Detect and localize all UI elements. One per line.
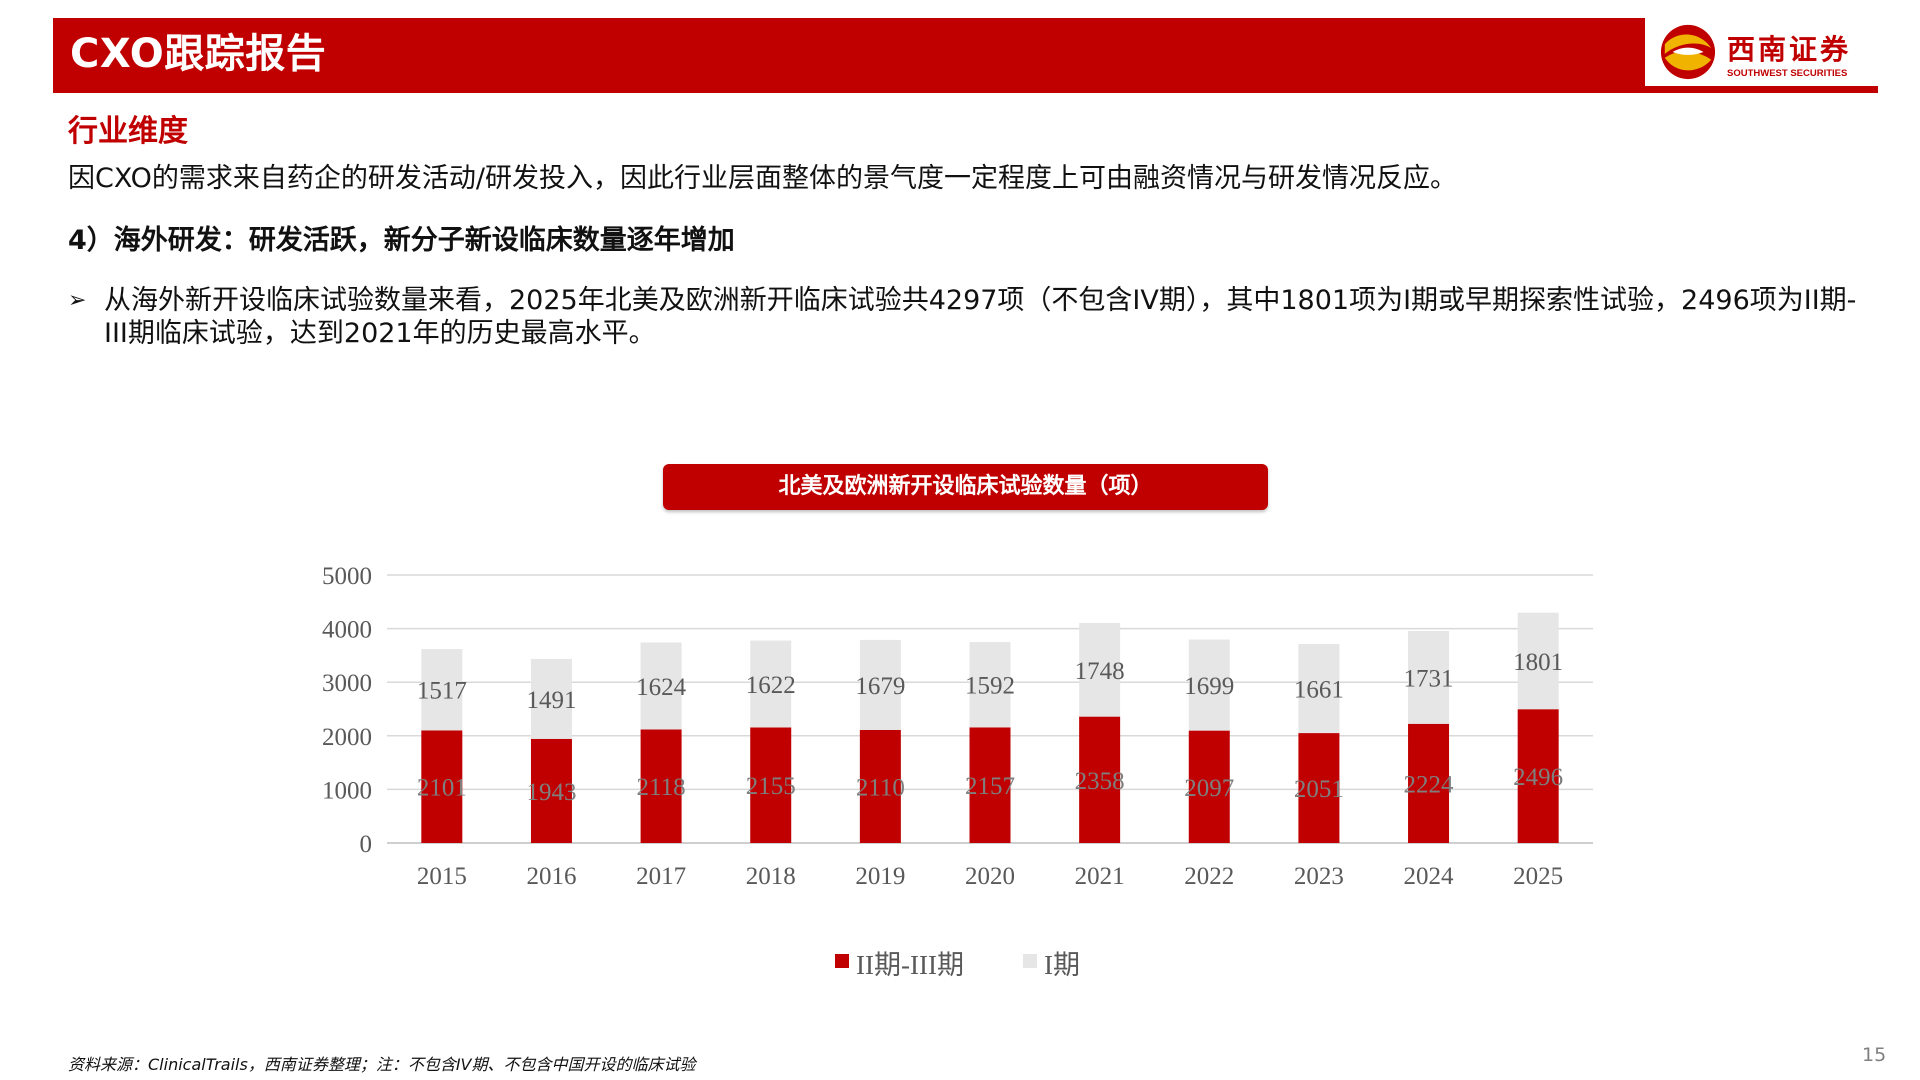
- bar-phase1: [859, 639, 901, 730]
- x-tick-label: 2018: [746, 863, 796, 890]
- logo-chinese-text: 西南证券: [1727, 33, 1852, 66]
- data-label-phase1: 1517: [417, 678, 467, 705]
- y-tick-label: 0: [360, 831, 373, 858]
- bar-phase1: [750, 640, 792, 728]
- data-label-phase2-3: 2496: [1513, 764, 1563, 791]
- bar-phase1: [640, 642, 682, 730]
- subheading: 4）海外研发：研发活跃，新分子新设临床数量逐年增加: [68, 225, 735, 256]
- bar-phase1: [1408, 631, 1450, 724]
- data-label-phase2-3: 2110: [856, 774, 905, 801]
- x-tick-label: 2021: [1075, 863, 1125, 890]
- bar-phase1: [969, 642, 1011, 728]
- bar-phase2-3: [530, 738, 572, 843]
- bar-phase2-3: [969, 727, 1011, 843]
- data-label-phase2-3: 2097: [1184, 775, 1234, 802]
- bar-phase1: [1188, 639, 1230, 731]
- chart-title: 北美及欧洲新开设临床试验数量（项）: [663, 464, 1268, 510]
- logo-emblem-icon: [1660, 24, 1716, 80]
- data-label-phase1: 1622: [746, 672, 796, 699]
- legend-swatch: [835, 954, 849, 968]
- arrow-bullet-icon: ➢: [68, 288, 87, 313]
- data-label-phase1: 1624: [636, 674, 687, 701]
- data-label-phase1: 1661: [1294, 677, 1344, 704]
- bar-phase2-3: [750, 727, 792, 843]
- x-tick-label: 2017: [636, 863, 686, 890]
- y-tick-label: 2000: [322, 724, 372, 751]
- data-label-phase2-3: 2155: [746, 773, 796, 800]
- data-label-phase2-3: 2051: [1294, 776, 1344, 803]
- page-number: 15: [1862, 1044, 1887, 1066]
- bar-phase2-3: [1188, 730, 1230, 843]
- bar-phase2-3: [640, 729, 682, 843]
- y-tick-label: 4000: [322, 617, 372, 644]
- data-label-phase1: 1679: [855, 673, 905, 700]
- section-title: 行业维度: [68, 114, 188, 149]
- bar-phase1: [1298, 644, 1340, 734]
- data-label-phase1: 1801: [1513, 649, 1563, 676]
- bullet-text: 从海外新开设临床试验数量来看，2025年北美及欧洲新开临床试验共4297项（不包…: [104, 285, 1857, 349]
- company-logo: 西南证券 SOUTHWEST SECURITIES: [1645, 18, 1878, 86]
- bar-phase1: [421, 649, 463, 731]
- y-tick-label: 5000: [322, 563, 372, 590]
- data-label-phase1: 1731: [1404, 665, 1454, 692]
- legend-swatch: [1023, 954, 1037, 968]
- bar-phase1: [1079, 622, 1121, 717]
- logo-english-text: SOUTHWEST SECURITIES: [1727, 68, 1848, 79]
- x-tick-label: 2020: [965, 863, 1015, 890]
- x-tick-label: 2023: [1294, 863, 1344, 890]
- data-label-phase2-3: 1943: [526, 779, 576, 806]
- data-label-phase2-3: 2224: [1404, 771, 1455, 798]
- data-label-phase1: 1491: [526, 687, 576, 714]
- x-tick-label: 2015: [417, 863, 467, 890]
- source-note: 资料来源：ClinicalTrails，西南证券整理；注：不包含IV期、不包含中…: [68, 1055, 696, 1074]
- x-tick-label: 2016: [526, 863, 576, 890]
- bar-phase2-3: [1079, 716, 1121, 843]
- header-bar: [53, 18, 1645, 93]
- data-label-phase1: 1699: [1184, 673, 1234, 700]
- bar-phase1: [530, 658, 572, 739]
- x-tick-label: 2025: [1513, 863, 1563, 890]
- legend-label: I期: [1044, 950, 1080, 980]
- intro-text: 因CXO的需求来自药企的研发活动/研发投入，因此行业层面整体的景气度一定程度上可…: [68, 163, 1457, 194]
- bar-phase2-3: [421, 730, 463, 843]
- bar-phase2-3: [859, 729, 901, 843]
- data-label-phase1: 1748: [1075, 658, 1125, 685]
- data-label-phase2-3: 2118: [637, 774, 686, 801]
- x-tick-label: 2024: [1404, 863, 1455, 890]
- x-tick-label: 2022: [1184, 863, 1234, 890]
- header-underline: [53, 86, 1878, 93]
- data-label-phase2-3: 2101: [417, 775, 467, 802]
- data-label-phase2-3: 2358: [1075, 768, 1125, 795]
- y-tick-label: 3000: [322, 670, 372, 697]
- bar-phase2-3: [1298, 733, 1340, 843]
- bar-phase2-3: [1408, 723, 1450, 843]
- bar-phase1: [1517, 612, 1559, 710]
- bar-phase2-3: [1517, 709, 1559, 843]
- data-label-phase2-3: 2157: [965, 773, 1015, 800]
- legend-label: II期-III期: [856, 950, 964, 980]
- x-tick-label: 2019: [855, 863, 905, 890]
- data-label-phase1: 1592: [965, 673, 1015, 700]
- y-tick-label: 1000: [322, 777, 372, 804]
- report-title: CXO跟踪报告: [70, 31, 327, 77]
